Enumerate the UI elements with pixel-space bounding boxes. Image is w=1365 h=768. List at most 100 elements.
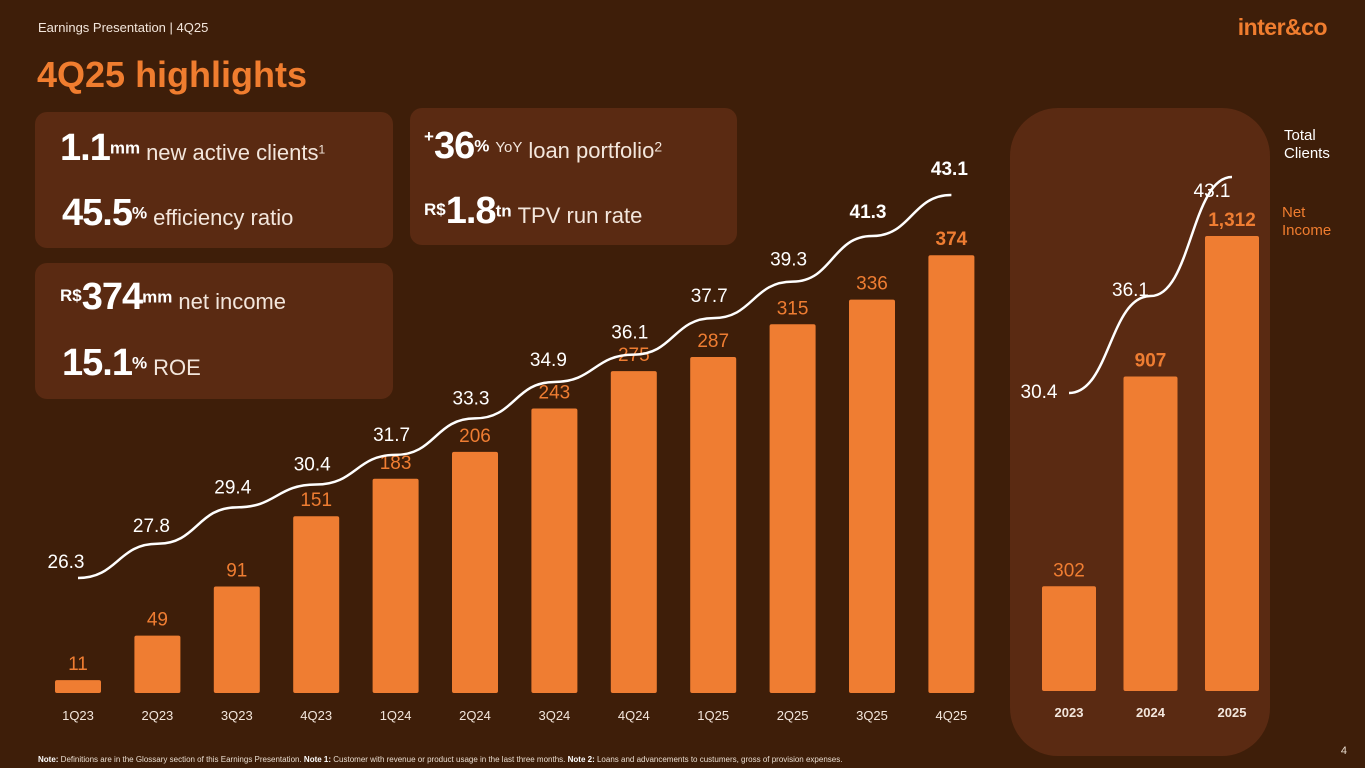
quarterly-clients-label-1Q24: 31.7 (373, 425, 410, 446)
page-title: 4Q25 highlights (37, 54, 308, 95)
legend-income-line2: Income (1282, 222, 1332, 239)
kpi-income-value: 374 (81, 276, 143, 318)
kpi-card-loan-tpv (410, 108, 737, 245)
annual-tick-2025: 2025 (1218, 705, 1247, 720)
quarterly-clients-label-3Q25: 41.3 (850, 202, 887, 223)
annual-bar-label-2025: 1,312 (1208, 210, 1256, 231)
annual-bar-2025 (1205, 236, 1259, 691)
quarterly-tick-4Q24: 4Q24 (618, 708, 650, 723)
quarterly-bar-label-4Q23: 151 (300, 490, 332, 511)
quarterly-bar-3Q23 (213, 586, 260, 693)
kpi-tpv-unit: tn (495, 201, 512, 221)
quarterly-tick-1Q25: 1Q25 (697, 708, 729, 723)
annual-clients-label-2024: 36.1 (1112, 280, 1149, 301)
company-logo: inter&co (1237, 14, 1328, 40)
kpi-tpv-run-rate: R$1.8tn TPV run rate (424, 190, 642, 233)
annual-bar-label-2024: 907 (1135, 350, 1167, 371)
quarterly-bar-3Q24 (531, 408, 578, 693)
kpi-efficiency-label: efficiency ratio (153, 205, 294, 230)
quarterly-bar-4Q23 (293, 516, 340, 693)
legend-total-clients: Total Clients (1284, 127, 1330, 163)
kpi-loan-unit: % (474, 136, 490, 156)
quarterly-clients-label-1Q23: 26.3 (48, 552, 85, 573)
quarterly-bar-label-3Q23: 91 (226, 560, 247, 581)
kpi-net-income: R$374mm net income (60, 276, 286, 319)
annual-bar-2024 (1123, 376, 1178, 691)
kpi-loan-label: loan portfolio (528, 138, 655, 163)
quarterly-clients-label-2Q23: 27.8 (133, 516, 170, 537)
kpi-card-clients-efficiency (35, 112, 393, 248)
kpi-income-label: net income (178, 289, 286, 314)
kpi-loan-portfolio: +36% YoY loan portfolio2 (424, 125, 662, 168)
kpi-efficiency-ratio: 45.5% efficiency ratio (62, 192, 293, 235)
footnote: Note: Definitions are in the Glossary se… (38, 755, 842, 764)
kpi-income-prefix: R$ (60, 286, 82, 305)
quarterly-clients-label-4Q23: 30.4 (294, 455, 331, 476)
annual-tick-2023: 2023 (1055, 705, 1084, 720)
kpi-roe-unit: % (131, 353, 148, 373)
kpi-clients-label: new active clients (146, 140, 319, 165)
quarterly-clients-label-4Q24: 36.1 (611, 323, 648, 344)
header-label: Earnings Presentation | 4Q25 (38, 20, 209, 35)
quarterly-clients-label-2Q24: 33.3 (453, 388, 490, 409)
quarterly-bar-label-4Q25: 374 (936, 229, 968, 250)
quarterly-clients-line (77, 193, 952, 580)
annual-tick-2024: 2024 (1136, 705, 1166, 720)
kpi-roe-value: 15.1 (62, 342, 133, 384)
footnote-note1-text: Customer with revenue or product usage i… (331, 755, 568, 764)
quarterly-tick-3Q25: 3Q25 (856, 708, 888, 723)
annual-bar-label-2023: 302 (1053, 560, 1085, 581)
kpi-tpv-value: 1.8 (445, 190, 497, 232)
legend-clients-line1: Total (1284, 127, 1316, 144)
kpi-tpv-prefix: R$ (424, 200, 446, 219)
quarterly-bar-2Q23 (134, 635, 181, 693)
quarterly-tick-3Q24: 3Q24 (538, 708, 570, 723)
legend-income-line1: Net (1282, 204, 1306, 221)
quarterly-tick-2Q23: 2Q23 (141, 708, 173, 723)
quarterly-bar-3Q25 (849, 299, 895, 693)
quarterly-bar-label-1Q25: 287 (697, 331, 729, 352)
page-number: 4 (1340, 745, 1347, 757)
quarterly-tick-3Q23: 3Q23 (221, 708, 253, 723)
quarterly-tick-1Q24: 1Q24 (380, 708, 412, 723)
quarterly-tick-4Q23: 4Q23 (300, 708, 332, 723)
quarterly-bar-4Q25 (928, 255, 975, 693)
annual-clients-line (1068, 175, 1233, 395)
kpi-clients-note: 1 (318, 142, 326, 157)
kpi-loan-prefix: + (424, 127, 434, 146)
quarterly-bar-label-2Q23: 49 (147, 610, 168, 631)
quarterly-bar-label-3Q25: 336 (856, 274, 888, 295)
quarterly-bar-label-3Q24: 243 (539, 383, 571, 404)
quarterly-bar-label-2Q25: 315 (777, 298, 809, 319)
footnote-note2-text: Loans and advancements to custumers, gro… (594, 755, 843, 764)
footnote-note2-label: Note 2: (567, 755, 595, 764)
kpi-clients-value: 1.1 (60, 127, 111, 169)
annual-bar-2023 (1042, 586, 1096, 691)
kpi-loan-value: 36 (433, 125, 475, 167)
quarterly-clients-label-1Q25: 37.7 (691, 286, 728, 307)
quarterly-clients-label-2Q25: 39.3 (770, 250, 807, 271)
quarterly-bar-2Q25 (769, 324, 816, 693)
quarterly-bar-label-1Q23: 11 (68, 654, 88, 675)
kpi-efficiency-value: 45.5 (62, 192, 133, 234)
kpi-tpv-label: TPV run rate (517, 203, 643, 228)
quarterly-tick-4Q25: 4Q25 (935, 708, 967, 723)
quarterly-tick-1Q23: 1Q23 (62, 708, 94, 723)
quarterly-bar-4Q24 (610, 371, 657, 693)
kpi-clients-unit: mm (109, 138, 141, 158)
annual-clients-label-2023: 30.4 (1021, 382, 1058, 403)
legend-clients-line2: Clients (1284, 145, 1330, 162)
kpi-efficiency-unit: % (131, 203, 148, 223)
quarterly-bar-1Q23 (55, 680, 101, 693)
annual-clients-label-2025: 43.1 (1194, 181, 1231, 202)
quarterly-clients-label-3Q23: 29.4 (214, 477, 251, 498)
kpi-loan-note: 2 (654, 138, 663, 155)
kpi-loan-yoy: YoY (495, 138, 523, 156)
quarterly-bar-2Q24 (452, 451, 498, 693)
footnote-note-label: Note: (38, 755, 59, 764)
kpi-card-income-roe (35, 263, 393, 399)
kpi-income-unit: mm (142, 287, 173, 307)
footnote-note1-label: Note 1: (303, 755, 332, 764)
quarterly-clients-label-4Q25: 43.1 (931, 159, 968, 180)
